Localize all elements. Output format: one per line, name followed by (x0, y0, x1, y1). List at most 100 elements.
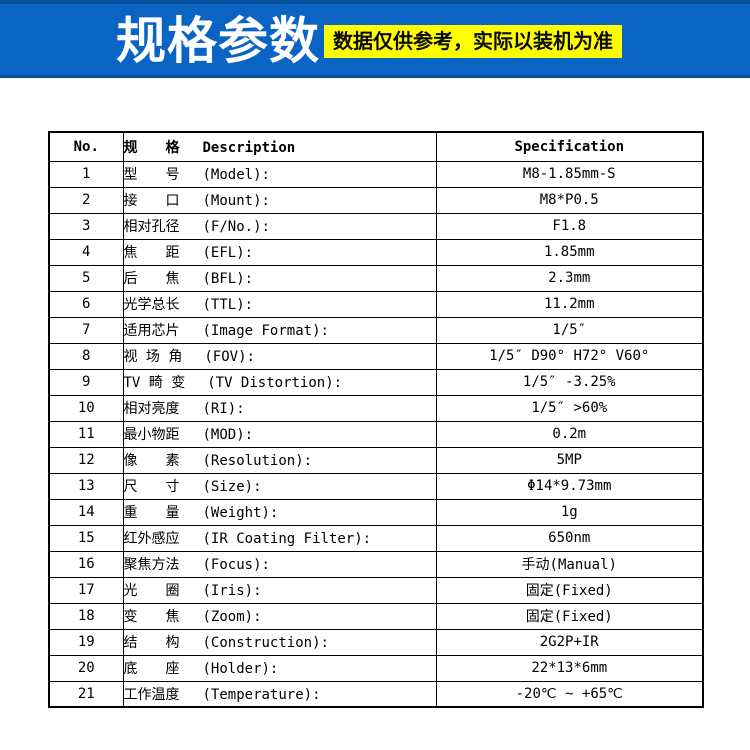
table-row: 13 尺 寸 (Size): Φ14*9.73mm (48, 472, 704, 500)
row-description-cell: 相对孔径 (F/No.): (122, 212, 437, 240)
row-description-cell: 型 号 (Model): (122, 160, 437, 188)
table-row: 18 变 焦 (Zoom): 固定(Fixed) (48, 602, 704, 630)
row-description-cell: 适用芯片 (Image Format): (122, 316, 437, 344)
row-specification-cell: 22*13*6mm (435, 654, 704, 682)
description-cn-label: 工作温度 (123, 686, 180, 703)
description-cn-label: 尺 寸 (123, 479, 180, 495)
row-specification-cell: 1g (435, 498, 704, 526)
row-description-cell: 聚焦方法 (Focus): (122, 550, 437, 578)
description-en-label: (FOV): (204, 349, 255, 365)
description-cn-label: 后 焦 (123, 271, 180, 287)
description-en-label: (Focus): (202, 557, 270, 573)
row-description-cell: 光学总长 (TTL): (122, 290, 437, 318)
description-cn-label: 重 量 (123, 505, 180, 521)
description-cn-label: TV 畸 变 (123, 375, 186, 391)
row-number-cell: 20 (48, 654, 124, 682)
description-cn-label: 最小物距 (123, 427, 180, 443)
description-cn-label: 型 号 (123, 167, 180, 183)
row-description-cell: 相对亮度 (RI): (122, 394, 437, 422)
description-cn-label: 接 口 (123, 193, 180, 209)
row-description-cell: TV 畸 变 (TV Distortion): (122, 368, 437, 396)
description-cn-label: 结 构 (123, 635, 180, 651)
row-description-cell: 红外感应 (IR Coating Filter): (122, 524, 437, 552)
table-row: 17 光 圈 (Iris): 固定(Fixed) (48, 576, 704, 604)
row-number-cell: 2 (48, 186, 124, 214)
table-header-row: No. 规 格 Description Specification (48, 131, 704, 162)
description-en-label: (Iris): (202, 583, 262, 599)
row-number-cell: 1 (48, 160, 124, 188)
description-en-label: (RI): (202, 401, 245, 417)
row-number-cell: 11 (48, 420, 124, 448)
row-specification-cell: Φ14*9.73mm (435, 472, 704, 500)
description-en-label: (Zoom): (202, 609, 262, 625)
row-specification-cell: 2G2P+IR (435, 628, 704, 656)
row-description-cell: 像 素 (Resolution): (122, 446, 437, 474)
table-row: 6 光学总长 (TTL): 11.2mm (48, 290, 704, 318)
description-en-label: (BFL): (202, 271, 254, 287)
row-number-cell: 5 (48, 264, 124, 292)
disclaimer-badge: 数据仅供参考，实际以装机为准 (324, 25, 622, 58)
row-specification-cell: 2.3mm (435, 264, 704, 292)
description-cn-label: 视 场 角 (123, 349, 183, 365)
description-cn-label: 聚焦方法 (123, 557, 180, 573)
row-specification-cell: 手动(Manual) (435, 550, 704, 578)
row-number-cell: 21 (48, 680, 124, 708)
description-cn-label: 变 焦 (123, 609, 180, 625)
row-number-cell: 7 (48, 316, 124, 344)
table-row: 3 相对孔径 (F/No.): F1.8 (48, 212, 704, 240)
row-number-cell: 3 (48, 212, 124, 240)
row-specification-cell: -20℃ ~ +65℃ (435, 680, 704, 708)
row-specification-cell: 固定(Fixed) (435, 576, 704, 604)
table-row: 21 工作温度 (Temperature): -20℃ ~ +65℃ (48, 680, 704, 708)
description-en-label: (Size): (202, 479, 262, 495)
row-specification-cell: M8-1.85mm-S (435, 160, 704, 188)
row-number-cell: 19 (48, 628, 124, 656)
table-row: 16 聚焦方法 (Focus): 手动(Manual) (48, 550, 704, 578)
description-en-label: (IR Coating Filter): (202, 531, 372, 547)
column-header-description-en: Description (202, 139, 296, 156)
description-cn-label: 像 素 (123, 453, 180, 469)
description-en-label: (TV Distortion): (207, 375, 343, 391)
table-row: 20 底 座 (Holder): 22*13*6mm (48, 654, 704, 682)
description-cn-label: 相对孔径 (123, 219, 180, 235)
description-en-label: (Weight): (202, 505, 279, 521)
table-row: 14 重 量 (Weight): 1g (48, 498, 704, 526)
description-en-label: (F/No.): (202, 219, 270, 235)
description-en-label: (TTL): (202, 297, 254, 313)
column-header-specification: Specification (435, 131, 704, 162)
table-row: 15 红外感应 (IR Coating Filter): 650nm (48, 524, 704, 552)
row-description-cell: 光 圈 (Iris): (122, 576, 437, 604)
row-specification-cell: 1/5″ D90° H72° V60° (435, 342, 704, 370)
table-row: 11 最小物距 (MOD): 0.2m (48, 420, 704, 448)
description-cn-label: 相对亮度 (123, 401, 180, 417)
row-number-cell: 9 (48, 368, 124, 396)
row-number-cell: 4 (48, 238, 124, 266)
description-cn-label: 底 座 (123, 661, 180, 677)
row-description-cell: 变 焦 (Zoom): (122, 602, 437, 630)
table-row: 10 相对亮度 (RI): 1/5″ >60% (48, 394, 704, 422)
row-specification-cell: 固定(Fixed) (435, 602, 704, 630)
row-specification-cell: M8*P0.5 (435, 186, 704, 214)
page-title: 规格参数 (116, 12, 320, 70)
row-specification-cell: 11.2mm (435, 290, 704, 318)
description-en-label: (Construction): (202, 635, 329, 651)
description-cn-label: 光 圈 (123, 583, 180, 599)
row-specification-cell: 1/5″ -3.25% (435, 368, 704, 396)
row-specification-cell: 1/5″ >60% (435, 394, 704, 422)
row-number-cell: 10 (48, 394, 124, 422)
description-en-label: (Temperature): (202, 686, 321, 703)
row-number-cell: 15 (48, 524, 124, 552)
row-description-cell: 接 口 (Mount): (122, 186, 437, 214)
row-description-cell: 尺 寸 (Size): (122, 472, 437, 500)
description-cn-label: 焦 距 (123, 245, 180, 261)
row-specification-cell: 5MP (435, 446, 704, 474)
header-banner: 规格参数 数据仅供参考，实际以装机为准 (0, 0, 750, 78)
table-row: 19 结 构 (Construction): 2G2P+IR (48, 628, 704, 656)
row-description-cell: 视 场 角 (FOV): (122, 342, 437, 370)
